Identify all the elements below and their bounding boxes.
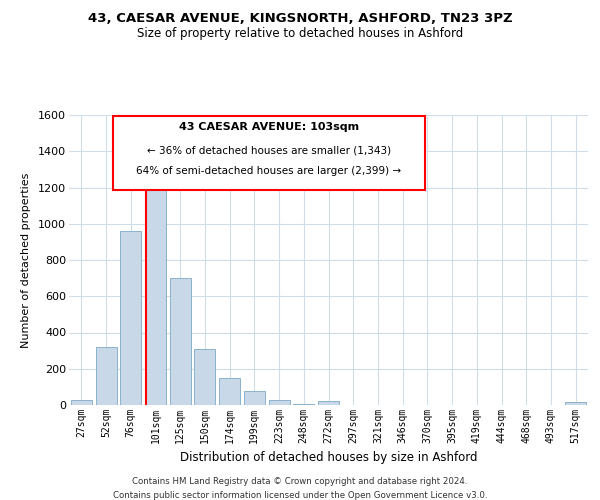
Bar bbox=[565, 402, 586, 405]
Text: ← 36% of detached houses are smaller (1,343): ← 36% of detached houses are smaller (1,… bbox=[147, 146, 391, 156]
Bar bbox=[269, 400, 290, 405]
Text: 64% of semi-detached houses are larger (2,399) →: 64% of semi-detached houses are larger (… bbox=[136, 166, 401, 176]
Bar bbox=[145, 188, 166, 405]
X-axis label: Distribution of detached houses by size in Ashford: Distribution of detached houses by size … bbox=[180, 452, 477, 464]
Bar bbox=[318, 402, 339, 405]
Text: Size of property relative to detached houses in Ashford: Size of property relative to detached ho… bbox=[137, 28, 463, 40]
Bar bbox=[120, 231, 141, 405]
Bar bbox=[244, 392, 265, 405]
Text: Contains HM Land Registry data © Crown copyright and database right 2024.: Contains HM Land Registry data © Crown c… bbox=[132, 478, 468, 486]
Bar bbox=[293, 404, 314, 405]
Bar bbox=[219, 378, 240, 405]
Y-axis label: Number of detached properties: Number of detached properties bbox=[21, 172, 31, 348]
Text: Contains public sector information licensed under the Open Government Licence v3: Contains public sector information licen… bbox=[113, 491, 487, 500]
Text: 43 CAESAR AVENUE: 103sqm: 43 CAESAR AVENUE: 103sqm bbox=[179, 122, 359, 132]
Bar bbox=[95, 347, 116, 405]
Bar bbox=[194, 349, 215, 405]
Bar bbox=[170, 278, 191, 405]
Bar bbox=[71, 400, 92, 405]
FancyBboxPatch shape bbox=[113, 116, 425, 190]
Text: 43, CAESAR AVENUE, KINGSNORTH, ASHFORD, TN23 3PZ: 43, CAESAR AVENUE, KINGSNORTH, ASHFORD, … bbox=[88, 12, 512, 26]
